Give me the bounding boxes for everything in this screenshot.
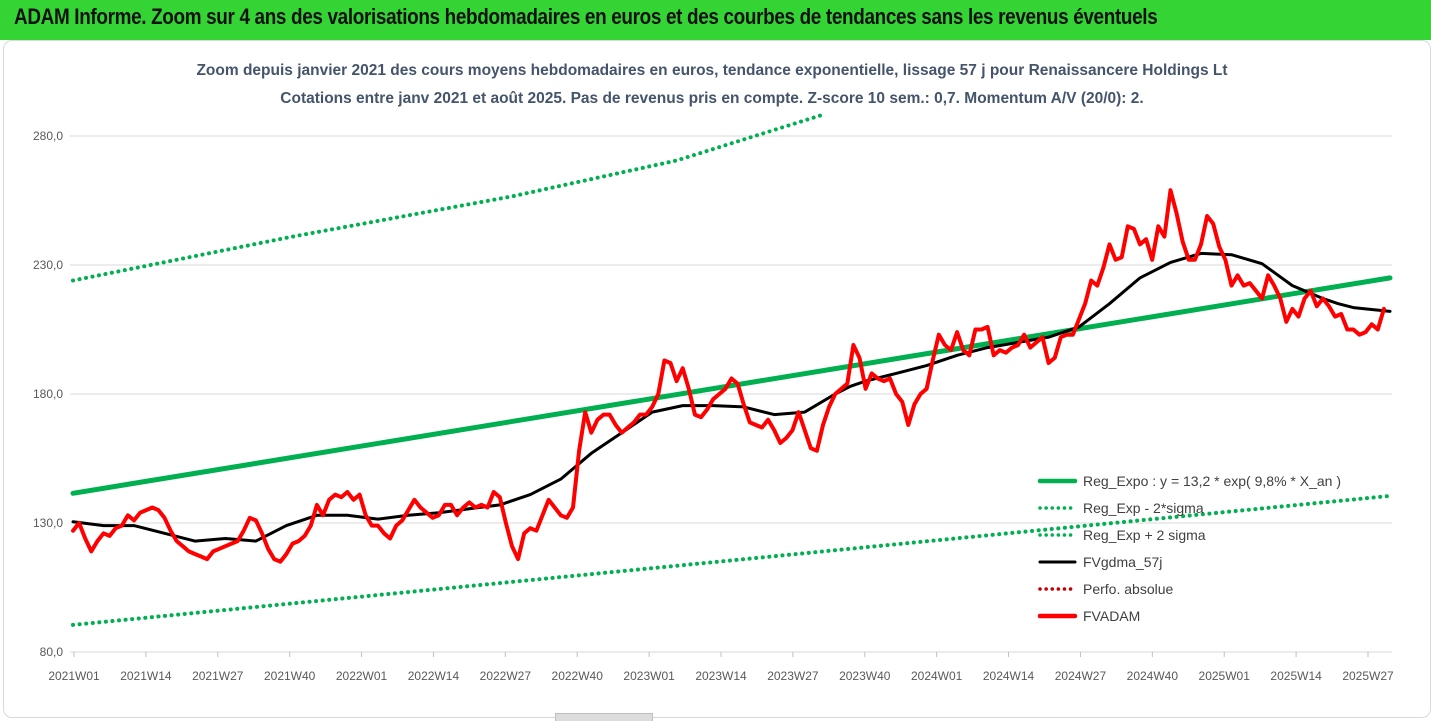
series-line-fvadam	[71, 188, 1386, 564]
y-tick-label: 80,0	[40, 645, 64, 659]
chart-panel	[3, 40, 1431, 718]
y-tick-label: 130,0	[33, 516, 63, 530]
x-tick-label: 2023W27	[767, 669, 819, 683]
chart-subtitle-line-2: Cotations entre janv 2021 et août 2025. …	[280, 90, 1143, 107]
legend: Reg_Expo : y = 13,2 * exp( 9,8% * X_an )…	[1037, 473, 1341, 624]
report-title: ADAM Informe. Zoom sur 4 ans des valoris…	[14, 4, 1158, 29]
y-tick-label: 280,0	[33, 129, 63, 143]
x-tick-label: 2022W01	[336, 669, 388, 683]
report-header: ADAM Informe. Zoom sur 4 ans des valoris…	[0, 0, 1431, 40]
chart-subtitle-line-1: Zoom depuis janvier 2021 des cours moyen…	[196, 62, 1227, 79]
x-tick-label: 2021W27	[192, 669, 244, 683]
legend-label: FVADAM	[1083, 608, 1140, 624]
x-tick-label: 2021W01	[48, 669, 100, 683]
x-tick-label: 2021W40	[264, 669, 316, 683]
x-tick-label: 2024W14	[983, 669, 1035, 683]
gridlines	[70, 135, 1392, 653]
x-tick-label: 2024W01	[911, 669, 963, 683]
x-tick-label: 2021W14	[120, 669, 172, 683]
series-line-fvgdma-57j	[71, 251, 1392, 543]
legend-label: Perfo. absolue	[1083, 581, 1173, 597]
series-line-reg-exp-2-sigma	[71, 493, 1392, 627]
x-tick-label: 2022W40	[552, 669, 604, 683]
scroll-tab	[555, 713, 653, 721]
legend-label: Reg_Exp - 2*sigma	[1083, 500, 1204, 516]
y-tick-label: 230,0	[33, 258, 63, 272]
x-tick-label: 2022W14	[408, 669, 460, 683]
x-tick-label: 2022W27	[480, 669, 532, 683]
legend-label: Reg_Exp + 2 sigma	[1083, 527, 1206, 543]
x-tick-label: 2023W14	[695, 669, 747, 683]
x-tick-label: 2024W27	[1055, 669, 1107, 683]
legend-label: Reg_Expo : y = 13,2 * exp( 9,8% * X_an )	[1083, 473, 1341, 489]
y-axis-ticks: 80,0 130,0 180,0 230,0 280,0	[33, 129, 63, 659]
legend-label: FVgdma_57j	[1083, 554, 1162, 570]
x-axis-ticks: 2021W01 2021W14 2021W27 2021W40 2022W01 2022W…	[48, 652, 1394, 683]
x-tick-label: 2023W40	[839, 669, 891, 683]
y-tick-label: 180,0	[33, 387, 63, 401]
x-tick-label: 2025W27	[1342, 669, 1394, 683]
x-tick-label: 2025W14	[1270, 669, 1322, 683]
x-tick-label: 2025W01	[1199, 669, 1251, 683]
series-line-reg-expo-y-13-2-exp-9-8-x-an	[70, 275, 1393, 496]
x-tick-label: 2023W01	[623, 669, 675, 683]
series-lines	[70, 112, 1393, 627]
series-line-reg-exp-2-sigma	[71, 112, 827, 283]
x-tick-label: 2024W40	[1127, 669, 1179, 683]
